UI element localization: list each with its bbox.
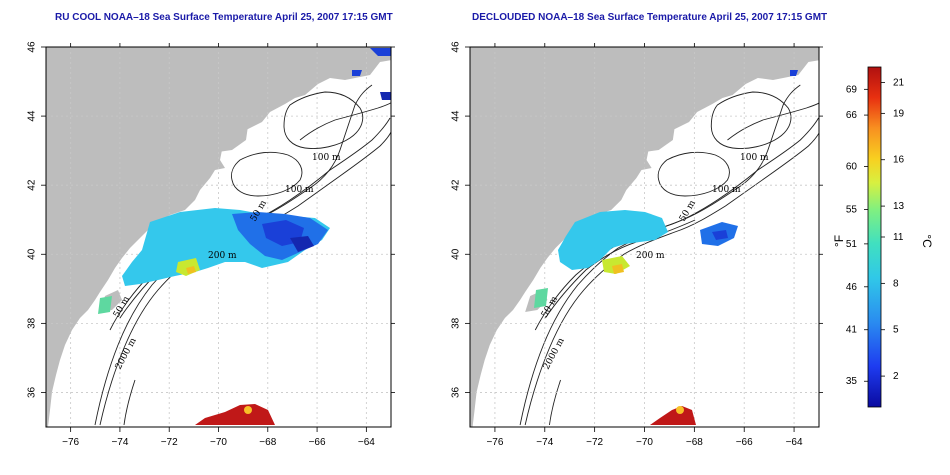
- x-tick-label-left: −74: [111, 437, 128, 448]
- right-contour-label-100m-a: 100 m: [740, 153, 769, 163]
- y-tick-label-left: 40: [27, 248, 38, 260]
- x-tick-label-right: −72: [586, 437, 603, 448]
- colorbar-label-f: 55: [846, 205, 858, 216]
- colorbar-label-c: 11: [893, 232, 904, 243]
- left-map-panel: 100 m 100 m 50 m 200 m 50 m 2000 m −76 −7…: [27, 41, 395, 448]
- right-panel-title: DECLOUDED NOAA–18 Sea Surface Temperatur…: [472, 12, 828, 23]
- x-tick-label-right: −68: [686, 437, 703, 448]
- colorbar-label-f: 41: [846, 325, 858, 336]
- x-tick-label-right: −64: [786, 437, 803, 448]
- colorbar-unit-celsius: °C: [920, 234, 934, 248]
- y-tick-label-left: 38: [27, 317, 38, 329]
- left-sst-field: [98, 48, 391, 425]
- colorbar: 21 19 16 13 11 8 5 2 69 66 60 55 51 46 41 35 °F °C: [832, 66, 934, 408]
- colorbar-label-c: 16: [893, 155, 905, 166]
- x-tick-label-left: −66: [309, 437, 326, 448]
- colorbar-label-c: 21: [893, 77, 905, 88]
- x-tick-label-left: −76: [62, 437, 79, 448]
- x-tick-label-left: −70: [210, 437, 227, 448]
- y-tick-label-left: 42: [27, 179, 38, 191]
- colorbar-label-f: 35: [846, 376, 858, 387]
- right-axes: −76 −74 −72 −70 −68 −66 −64 36 38 40 42 44 46: [451, 41, 823, 448]
- x-tick-label-right: −76: [486, 437, 503, 448]
- y-tick-label-right: 36: [451, 386, 462, 398]
- colorbar-label-f: 66: [846, 110, 858, 121]
- y-tick-label-right: 44: [451, 110, 462, 122]
- colorbar-ticks: 21 19 16 13 11 8 5 2 69 66 60 55 51 46 41 35: [846, 77, 905, 387]
- left-contour-label-100m-a: 100 m: [312, 153, 341, 163]
- y-tick-label-right: 46: [451, 41, 462, 53]
- y-tick-label-right: 42: [451, 179, 462, 191]
- x-tick-label-left: −64: [358, 437, 375, 448]
- y-tick-label-left: 36: [27, 386, 38, 398]
- left-axes: −76 −74 −72 −70 −68 −66 −64 36 38 40 42 44 46: [27, 41, 395, 448]
- left-panel-title: RU COOL NOAA–18 Sea Surface Temperature …: [55, 12, 393, 23]
- x-tick-label-left: −68: [259, 437, 276, 448]
- colorbar-label-c: 13: [893, 201, 905, 212]
- right-sst-field: [534, 70, 798, 425]
- x-tick-label-left: −72: [161, 437, 178, 448]
- x-tick-label-right: −70: [636, 437, 653, 448]
- colorbar-label-f: 51: [846, 239, 858, 250]
- left-contour-label-100m-b: 100 m: [285, 185, 314, 195]
- colorbar-label-f: 46: [846, 282, 858, 293]
- right-contour-label-200m: 200 m: [636, 251, 665, 261]
- x-tick-label-right: −66: [736, 437, 753, 448]
- right-graticule: [470, 47, 819, 427]
- colorbar-label-c: 5: [893, 325, 899, 336]
- colorbar-label-c: 2: [893, 371, 899, 382]
- right-contour-label-100m-b: 100 m: [712, 185, 741, 195]
- colorbar-label-f: 60: [846, 162, 858, 173]
- y-tick-label-right: 40: [451, 248, 462, 260]
- colorbar-label-f: 69: [846, 84, 858, 95]
- y-tick-label-left: 46: [27, 41, 38, 53]
- colorbar-label-c: 19: [893, 108, 905, 119]
- y-tick-label-right: 38: [451, 317, 462, 329]
- colorbar-unit-fahrenheit: °F: [832, 235, 846, 247]
- colorbar-label-c: 8: [893, 278, 899, 289]
- right-map-panel: 100 m 100 m 50 m 200 m 50 m 2000 m −76 −7…: [451, 41, 823, 448]
- colorbar-gradient: [867, 66, 882, 408]
- left-contour-label-200m: 200 m: [208, 251, 237, 261]
- x-tick-label-right: −74: [536, 437, 553, 448]
- y-tick-label-left: 44: [27, 110, 38, 122]
